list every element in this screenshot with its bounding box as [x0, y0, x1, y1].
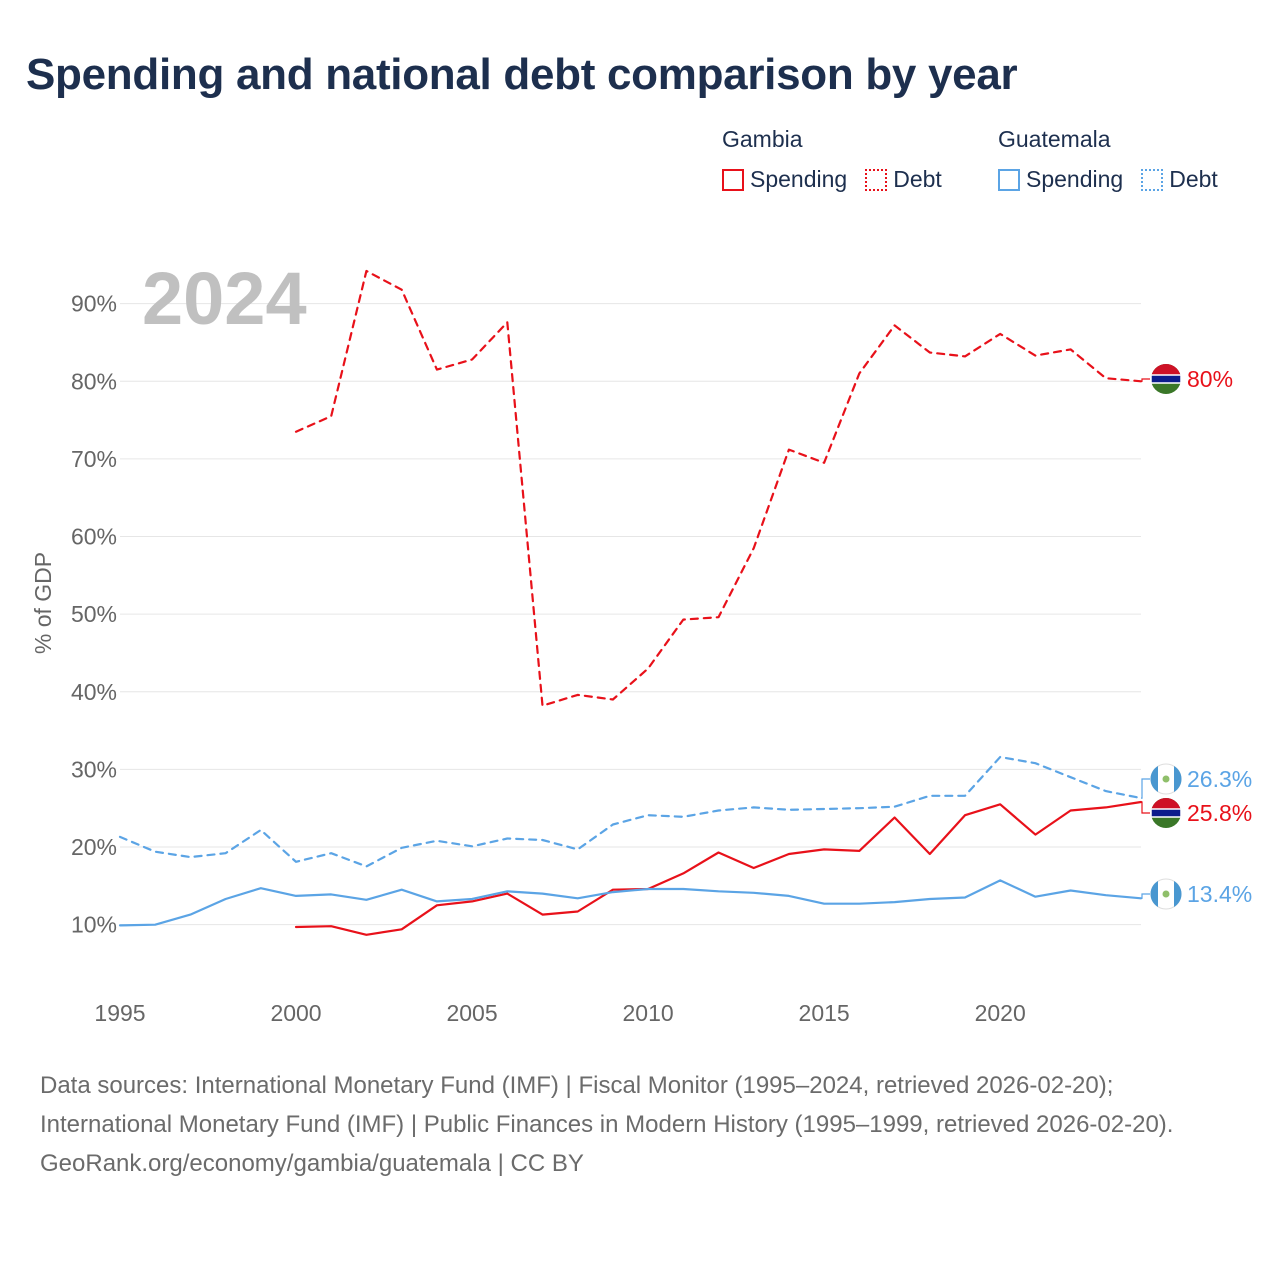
y-tick-label: 50%	[71, 601, 117, 627]
end-label-leader	[1141, 378, 1150, 382]
flag-guatemala-right	[1174, 881, 1182, 907]
legend-item-gambia-debt[interactable]: Debt	[865, 166, 942, 193]
page-title: Spending and national debt comparison by…	[26, 50, 1018, 99]
footer: Data sources: International Monetary Fun…	[40, 1066, 1240, 1183]
end-value-label: 26.3%	[1187, 766, 1252, 792]
y-tick-label: 80%	[71, 368, 117, 394]
end-label-leader	[1141, 801, 1150, 814]
flag-gambia-blue	[1150, 374, 1182, 384]
y-tick-label: 10%	[71, 912, 117, 938]
legend-label: Debt	[1169, 166, 1218, 192]
series-line-guatemala-spending	[118, 879, 1143, 927]
legend-swatch-solid	[722, 168, 744, 191]
y-tick-label: 30%	[71, 756, 117, 782]
legend-label: Spending	[1026, 166, 1124, 192]
y-tick-label: 60%	[71, 524, 117, 550]
end-value-label: 25.8%	[1187, 800, 1252, 826]
flag-guatemala-left	[1150, 881, 1158, 907]
legend-guatemala: Guatemala Spending Debt	[998, 124, 1218, 193]
series-line-guatemala-debt	[118, 755, 1143, 868]
legend-item-guatemala-debt[interactable]: Debt	[1141, 166, 1218, 193]
end-value-label: 13.4%	[1187, 881, 1252, 907]
legend-swatch-dotted	[1141, 168, 1164, 191]
legend-item-gambia-spending[interactable]: Spending	[722, 166, 847, 193]
y-tick-label: 20%	[71, 834, 117, 860]
end-value-label: 80%	[1187, 366, 1233, 392]
year-watermark: 2024	[142, 257, 307, 340]
x-tick-label: 2005	[446, 1000, 497, 1026]
x-tick-label: 2020	[975, 1000, 1026, 1026]
end-label-leader	[1141, 893, 1150, 899]
y-axis-label: % of GDP	[30, 552, 56, 654]
x-tick-label: 2000	[270, 1000, 321, 1026]
legend-label: Debt	[893, 166, 942, 192]
legend-country-gambia: Gambia	[722, 126, 803, 152]
flag-guatemala-emblem	[1162, 775, 1170, 783]
legend-swatch-solid	[998, 168, 1020, 191]
x-tick-label: 2010	[623, 1000, 674, 1026]
y-tick-label: 40%	[71, 679, 117, 705]
credit-link[interactable]: GeoRank.org/economy/gambia/guatemala | C…	[40, 1150, 584, 1177]
legend-country-guatemala: Guatemala	[998, 126, 1111, 152]
legend-label: Spending	[750, 166, 848, 192]
legend-swatch-dotted	[865, 168, 888, 191]
data-sources: Data sources: International Monetary Fun…	[40, 1072, 1174, 1138]
y-tick-label: 70%	[71, 446, 117, 472]
flag-guatemala-left	[1150, 766, 1158, 792]
line-chart: 10% 20% 30% 40% 50% 60% 70% 80% 90% 1995 2000 2005 2…	[30, 257, 1252, 1026]
flag-gambia-blue	[1150, 808, 1182, 818]
flag-guatemala-emblem	[1162, 890, 1170, 898]
y-tick-label: 90%	[71, 291, 117, 317]
series-line-gambia-debt	[294, 269, 1143, 707]
flag-guatemala-right	[1174, 766, 1182, 792]
series-line-gambia-spending	[294, 800, 1143, 936]
x-tick-label: 1995	[94, 1000, 145, 1026]
x-tick-label: 2015	[799, 1000, 850, 1026]
legend-gambia: Gambia Spending Debt	[722, 124, 960, 193]
end-label-leader	[1141, 778, 1150, 799]
legend-item-guatemala-spending[interactable]: Spending	[998, 166, 1123, 193]
